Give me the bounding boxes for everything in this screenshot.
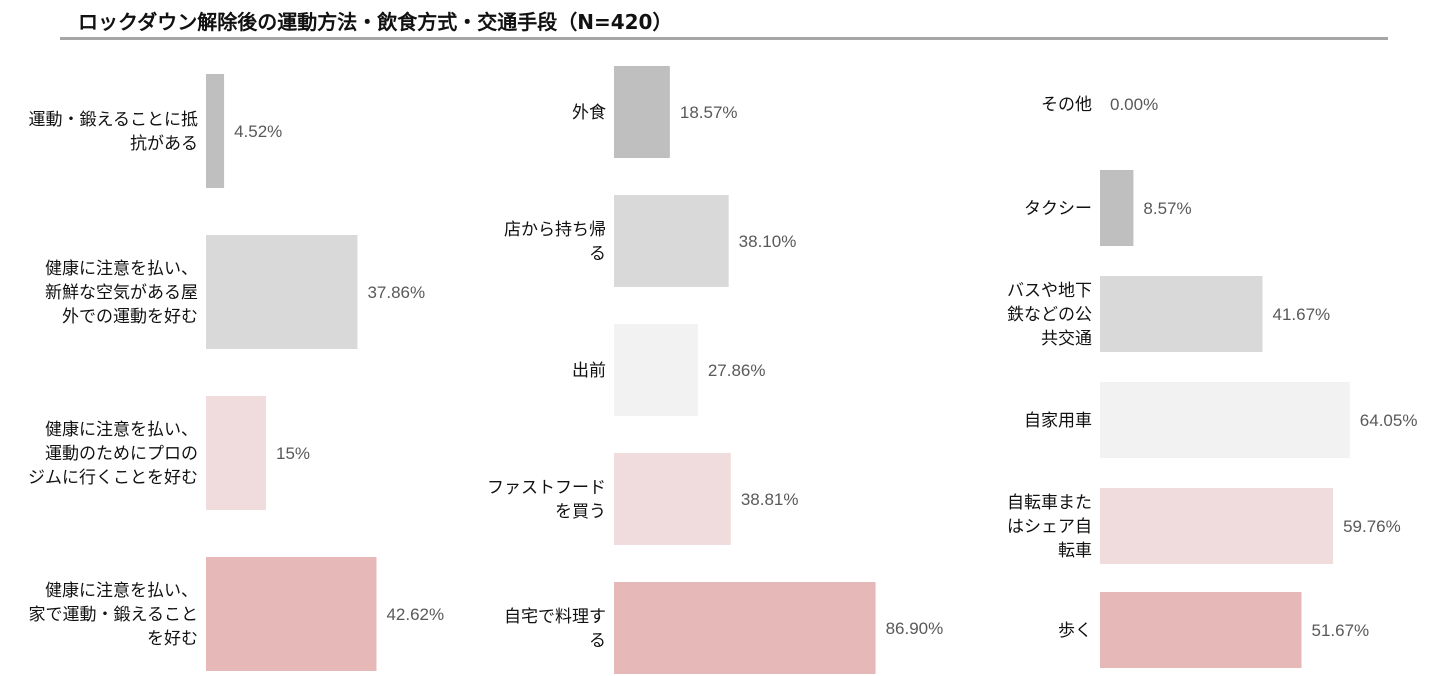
dining-value-label-3: 38.81%: [741, 490, 799, 509]
dining-bar-3: [614, 453, 731, 545]
exercise-bar-3: [206, 557, 377, 671]
title-divider: [60, 37, 1388, 40]
exercise-value-label-3: 42.62%: [386, 605, 444, 624]
transport-value-label-2: 41.67%: [1273, 305, 1331, 324]
transport-bar-2: [1100, 276, 1263, 352]
transport-value-label-1: 8.57%: [1143, 199, 1191, 218]
dining-category-label-2: 出前: [572, 361, 606, 381]
transport-category-label-3: 自家用車: [1024, 411, 1092, 431]
dining-value-label-4: 86.90%: [886, 619, 944, 638]
dining-category-label-0: 外食: [572, 103, 606, 123]
transport-category-label-4: 自転車またはシェア自転車: [1007, 493, 1092, 561]
exercise-category-label-3: 健康に注意を払い、家で運動・鍛えることを好む: [29, 581, 199, 649]
transport-category-label-1: タクシー: [1024, 199, 1092, 219]
transport-bar-4: [1100, 488, 1334, 564]
transport-category-label-5: 歩く: [1058, 621, 1092, 641]
exercise-category-label-0: 運動・鍛えることに抵抗がある: [29, 110, 199, 154]
dining-category-label-1: 店から持ち帰る: [504, 220, 606, 264]
exercise-method-chart: 4.52% 運動・鍛えることに抵抗がある 37.86% 健康に注意を払い、新鮮な空気が…: [28, 74, 444, 671]
exercise-category-label-1: 健康に注意を払い、新鮮な空気がある屋外での運動を好む: [45, 259, 198, 327]
transport-value-label-4: 59.76%: [1343, 517, 1401, 536]
page-title: ロックダウン解除後の運動方法・飲食方式・交通手段（N=420）: [78, 10, 673, 34]
dining-bar-0: [614, 66, 670, 158]
transport-value-label-3: 64.05%: [1360, 411, 1418, 430]
dining-bar-1: [614, 195, 729, 287]
exercise-bar-1: [206, 235, 358, 349]
dining-category-label-4: 自宅で料理する: [504, 607, 606, 651]
dining-bar-4: [614, 582, 876, 674]
dining-value-label-0: 18.57%: [680, 103, 738, 122]
transport-value-label-5: 51.67%: [1312, 621, 1370, 640]
transport-method-chart: 0.00% その他 8.57% タクシー 41.67% バスや地下鉄などの公共交通 64.0…: [1007, 95, 1417, 668]
dining-bar-2: [614, 324, 698, 416]
dining-category-label-3: ファストフードを買う: [487, 478, 606, 522]
exercise-value-label-1: 37.86%: [367, 283, 425, 302]
exercise-bar-0: [206, 74, 225, 188]
dining-value-label-1: 38.10%: [739, 232, 797, 251]
transport-category-label-2: バスや地下鉄などの公共交通: [1007, 281, 1092, 349]
exercise-category-label-2: 健康に注意を払い、運動のためにプロのジムに行くことを好む: [28, 420, 198, 488]
transport-bar-3: [1100, 382, 1350, 458]
dining-value-label-2: 27.86%: [708, 361, 766, 380]
dining-method-chart: 18.57% 外食 38.10% 店から持ち帰る 27.86% 出前 38.81% ファストフ…: [487, 66, 943, 674]
transport-category-label-0: その他: [1041, 95, 1092, 115]
exercise-value-label-2: 15%: [276, 444, 310, 463]
exercise-bar-2: [206, 396, 266, 510]
transport-value-label-0: 0.00%: [1110, 95, 1158, 114]
transport-bar-5: [1100, 592, 1302, 668]
transport-bar-1: [1100, 170, 1134, 246]
exercise-value-label-0: 4.52%: [234, 122, 282, 141]
